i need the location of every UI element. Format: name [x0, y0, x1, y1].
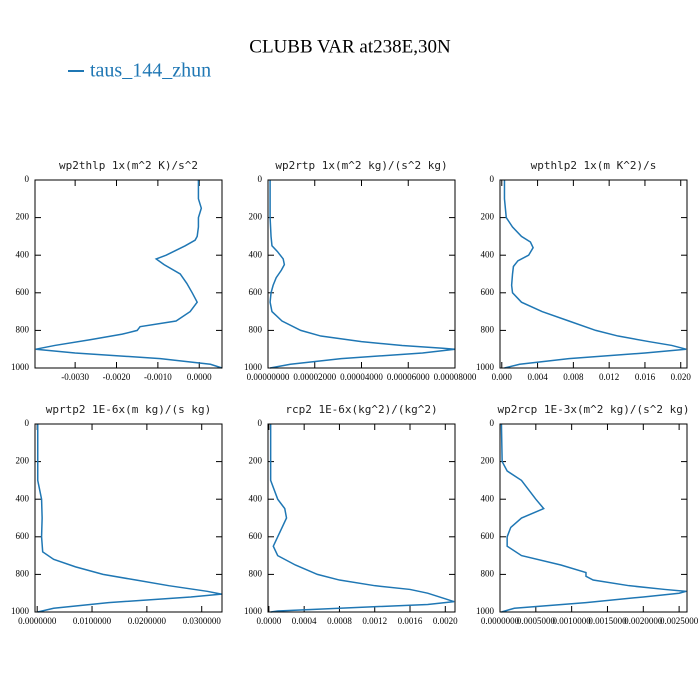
- y-tick-label: 800: [481, 324, 495, 334]
- y-tick-label: 0: [490, 418, 495, 428]
- y-tick-label: 800: [249, 568, 263, 578]
- y-tick-label: 400: [481, 249, 495, 259]
- x-tick-label: 0.008: [563, 372, 584, 382]
- x-tick-label: 0.0015000: [588, 616, 627, 626]
- panel-title: wp2thlp 1x(m^2 K)/s^2: [59, 159, 198, 172]
- x-tick-label: 0.0012: [362, 616, 387, 626]
- profile-line: [35, 180, 223, 369]
- y-tick-label: 600: [16, 531, 30, 541]
- y-tick-label: 400: [481, 493, 495, 503]
- y-tick-label: 800: [16, 324, 30, 334]
- y-tick-label: 1000: [244, 606, 263, 616]
- legend-label: taus_144_zhun: [90, 60, 211, 82]
- y-tick-label: 0: [258, 174, 263, 184]
- y-tick-label: 200: [16, 456, 30, 466]
- x-tick-label: 0.004: [527, 372, 548, 382]
- y-tick-label: 1000: [476, 606, 495, 616]
- y-tick-label: 400: [16, 493, 30, 503]
- x-tick-label: 0.0025000: [660, 616, 699, 626]
- y-tick-label: 0: [25, 174, 30, 184]
- x-tick-label: -0.0030: [61, 372, 89, 382]
- y-tick-label: 200: [481, 456, 495, 466]
- y-tick-label: 400: [249, 493, 263, 503]
- y-tick-label: 200: [16, 212, 30, 222]
- x-tick-label: 0.0200000: [128, 616, 167, 626]
- x-tick-label: 0.016: [635, 372, 656, 382]
- panel-title: rcp2 1E-6x(kg^2)/(kg^2): [285, 403, 437, 416]
- y-tick-label: 0: [258, 418, 263, 428]
- x-tick-label: 0.0300000: [183, 616, 222, 626]
- x-tick-label: 0.0000: [187, 372, 212, 382]
- panel-title: wp2rtp 1x(m^2 kg)/(s^2 kg): [275, 159, 447, 172]
- plot-frame: [499, 423, 688, 613]
- plot-frame: [499, 179, 688, 369]
- y-tick-label: 200: [249, 212, 263, 222]
- x-tick-label: 0.0000000: [18, 616, 57, 626]
- x-tick-label: 0.0000: [257, 616, 282, 626]
- y-tick-label: 0: [490, 174, 495, 184]
- x-tick-label: 0.00006000: [387, 372, 430, 382]
- profile-line: [500, 423, 687, 613]
- y-tick-label: 400: [249, 249, 263, 259]
- x-tick-label: -0.0010: [144, 372, 172, 382]
- x-tick-label: 0.0010000: [553, 616, 592, 626]
- x-tick-label: 0.0016: [398, 616, 423, 626]
- x-tick-label: 0.000: [492, 372, 513, 382]
- y-tick-label: 600: [481, 287, 495, 297]
- x-tick-label: 0.00004000: [340, 372, 383, 382]
- y-tick-label: 800: [481, 568, 495, 578]
- y-tick-label: 600: [249, 531, 263, 541]
- x-tick-label: 0.0020000: [624, 616, 663, 626]
- x-tick-label: 0.00000000: [247, 372, 290, 382]
- y-tick-label: 1000: [11, 362, 30, 372]
- x-tick-label: 0.0004: [292, 616, 317, 626]
- profile-line: [503, 180, 687, 369]
- x-tick-label: 0.00008000: [434, 372, 477, 382]
- y-tick-label: 1000: [244, 362, 263, 372]
- panel-title: wprtp2 1E-6x(m kg)/(s kg): [46, 403, 212, 416]
- x-tick-label: 0.00002000: [293, 372, 336, 382]
- plot-frame: [267, 179, 456, 369]
- y-tick-label: 800: [16, 568, 30, 578]
- profile-line: [36, 424, 222, 613]
- panel-title: wp2rcp 1E-3x(m^2 kg)/(s^2 kg): [497, 403, 689, 416]
- x-tick-label: 0.012: [599, 372, 619, 382]
- y-tick-label: 600: [481, 531, 495, 541]
- y-tick-label: 200: [481, 212, 495, 222]
- plot-frame: [34, 423, 223, 613]
- y-tick-label: 200: [249, 456, 263, 466]
- x-tick-label: 0.0005000: [517, 616, 556, 626]
- figure-title: CLUBB VAR at238E,30N: [249, 36, 451, 57]
- panel-title: wpthlp2 1x(m K^2)/s: [531, 159, 657, 172]
- profile-line: [269, 424, 455, 613]
- y-tick-label: 800: [249, 324, 263, 334]
- x-tick-label: 0.0100000: [73, 616, 112, 626]
- y-tick-label: 400: [16, 249, 30, 259]
- x-tick-label: 0.020: [671, 372, 692, 382]
- y-tick-label: 600: [16, 287, 30, 297]
- y-tick-label: 1000: [11, 606, 30, 616]
- y-tick-label: 1000: [476, 362, 495, 372]
- plot-frame: [267, 423, 456, 613]
- x-tick-label: 0.0000000: [481, 616, 520, 626]
- y-tick-label: 600: [249, 287, 263, 297]
- x-tick-label: 0.0020: [433, 616, 458, 626]
- x-tick-label: -0.0020: [103, 372, 131, 382]
- y-tick-label: 0: [25, 418, 30, 428]
- x-tick-label: 0.0008: [327, 616, 352, 626]
- plot-frame: [34, 179, 223, 369]
